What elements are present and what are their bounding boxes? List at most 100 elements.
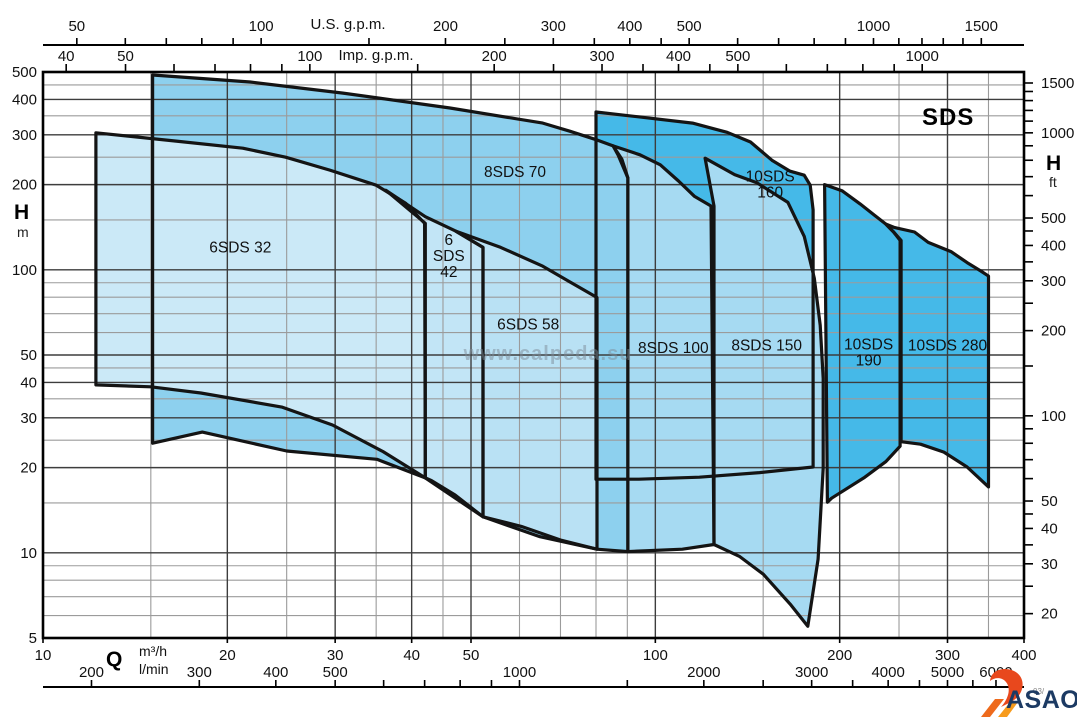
tick-label: 30 xyxy=(20,410,37,427)
envelope-outlines xyxy=(94,73,991,628)
right-axis-title: H xyxy=(1046,152,1062,175)
left-axis-labels: 500 400 300 200 100 50 40 30 20 10 5 xyxy=(12,64,37,647)
tick-label: 50 xyxy=(1041,493,1058,510)
envelope-outline-8sds-150 xyxy=(703,156,825,628)
envelope-label-6sds-58: 6SDS 58 xyxy=(497,317,559,334)
tick-label: 40 xyxy=(58,48,75,65)
tick-label: 4000 xyxy=(871,664,904,681)
tick-label: 400 xyxy=(12,91,37,108)
tick-label: 200 xyxy=(433,18,458,35)
tick-label: 40 xyxy=(20,374,37,391)
tick-label: 20 xyxy=(1041,606,1058,623)
tick-label: 500 xyxy=(677,18,702,35)
tick-label: 300 xyxy=(935,647,960,664)
envelope-outline-10sds-160 xyxy=(594,110,815,481)
tick-label: 100 xyxy=(643,647,668,664)
left-axis-unit: m xyxy=(17,224,29,240)
plot-frame xyxy=(41,70,1026,640)
tick-label: 400 xyxy=(666,48,691,65)
tick-label: 200 xyxy=(12,177,37,194)
right-axis-unit: ft xyxy=(1049,174,1057,190)
tick-label: 2000 xyxy=(687,664,720,681)
tick-label: 10 xyxy=(20,545,37,562)
envelope-fill-6sds-32 xyxy=(95,132,426,478)
tick-label: 500 xyxy=(725,48,750,65)
tick-label: 200 xyxy=(482,48,507,65)
tick-label: 30 xyxy=(1041,556,1058,573)
envelope-fill-8sds-150 xyxy=(705,158,824,627)
imp-gpm-axis: 40 50 100 200 300 400 500 1000 xyxy=(58,48,939,72)
envelope-labels: 10SDS 160 10SDS 190 10SDS 280 8SDS 70 8SDS 150… xyxy=(209,164,987,370)
flow-axis-title: Q xyxy=(106,648,123,671)
envelope-fill-6-sds-42 xyxy=(385,190,483,517)
envelope-fill-10sds-190 xyxy=(824,184,901,503)
tick-label: 200 xyxy=(1041,323,1066,340)
envelope-fill-8sds-100 xyxy=(613,145,714,552)
right-axis-ft: 1500 1000 500 400 300 200 100 50 40 30 20 xyxy=(1024,75,1074,623)
envelope-label-10sds-190: 10SDS 190 xyxy=(844,337,893,370)
tick-label: 100 xyxy=(12,262,37,279)
us-gpm-axis-title: U.S. g.p.m. xyxy=(310,16,386,33)
envelope-fills xyxy=(95,75,989,627)
tick-label: 300 xyxy=(12,127,37,144)
imp-gpm-axis-title: Imp. g.p.m. xyxy=(338,47,414,64)
tick-label: 300 xyxy=(589,48,614,65)
flow-axis-unit-lmin: l/min xyxy=(139,661,169,677)
tick-label: 500 xyxy=(1041,210,1066,227)
tick-label: 200 xyxy=(79,664,104,681)
tick-label: 400 xyxy=(1011,647,1036,664)
lmin-axis: 200300400500100020003000400050006000 xyxy=(43,664,1024,688)
tick-label: 50 xyxy=(68,18,85,35)
envelope-fill-6sds-58 xyxy=(455,231,597,550)
m3h-axis: 10 20 30 40 50 100 200 300 400 xyxy=(35,638,1037,664)
tick-label: 5000 xyxy=(931,664,964,681)
tick-label: 100 xyxy=(297,48,322,65)
tick-label: 20 xyxy=(20,460,37,477)
left-axis-title: H xyxy=(14,201,30,224)
chart-family-badge: SDS xyxy=(922,104,975,131)
envelope-label-6sds-32: 6SDS 32 xyxy=(209,239,271,256)
tick-label: 1000 xyxy=(503,664,536,681)
tick-label: 100 xyxy=(1041,408,1066,425)
tick-label: 40 xyxy=(1041,520,1058,537)
envelope-label-8sds-70: 8SDS 70 xyxy=(484,164,546,181)
envelope-label-10sds-160: 10SDS 160 xyxy=(746,169,795,202)
document-code-fragment: 03/ xyxy=(1033,687,1045,696)
tick-label: 400 xyxy=(1041,237,1066,254)
tick-label: 1000 xyxy=(1041,125,1074,142)
tick-label: 30 xyxy=(327,647,344,664)
asao-logo-text: ASAO xyxy=(1006,686,1077,714)
envelope-label-8sds-100: 8SDS 100 xyxy=(638,340,709,357)
tick-label: 100 xyxy=(249,18,274,35)
asao-logo-swoosh-icon xyxy=(976,666,1028,718)
tick-label: 10 xyxy=(35,647,52,664)
envelope-outline-8sds-100 xyxy=(611,144,716,554)
tick-label: 3000 xyxy=(795,664,828,681)
tick-label: 50 xyxy=(20,347,37,364)
tick-label: 1000 xyxy=(906,48,939,65)
tick-label: 400 xyxy=(263,664,288,681)
tick-label: 1500 xyxy=(965,18,998,35)
tick-label: 200 xyxy=(827,647,852,664)
envelope-label-10sds-280: 10SDS 280 xyxy=(908,338,988,355)
tick-label: 50 xyxy=(117,48,134,65)
envelope-outline-10sds-280 xyxy=(884,222,991,489)
tick-label: 1000 xyxy=(857,18,890,35)
tick-label: 5 xyxy=(29,630,37,647)
tick-label: 400 xyxy=(617,18,642,35)
envelope-label-6-sds-42: 6 SDS 42 xyxy=(433,232,465,281)
envelope-outline-6sds-32 xyxy=(94,131,427,480)
flow-axis-unit-m3h: m³/h xyxy=(139,643,167,659)
tick-label: 1500 xyxy=(1041,75,1074,92)
envelope-label-8sds-150: 8SDS 150 xyxy=(731,338,802,355)
tick-label: 50 xyxy=(463,647,480,664)
watermark: www.calpeda.su xyxy=(463,343,633,365)
tick-label: 300 xyxy=(1041,273,1066,290)
tick-label: 40 xyxy=(403,647,420,664)
tick-label: 500 xyxy=(12,64,37,81)
tick-label: 300 xyxy=(187,664,212,681)
us-gpm-axis: 50 100 200 300 400 500 1000 1500 xyxy=(43,18,1024,46)
tick-label: 20 xyxy=(219,647,236,664)
